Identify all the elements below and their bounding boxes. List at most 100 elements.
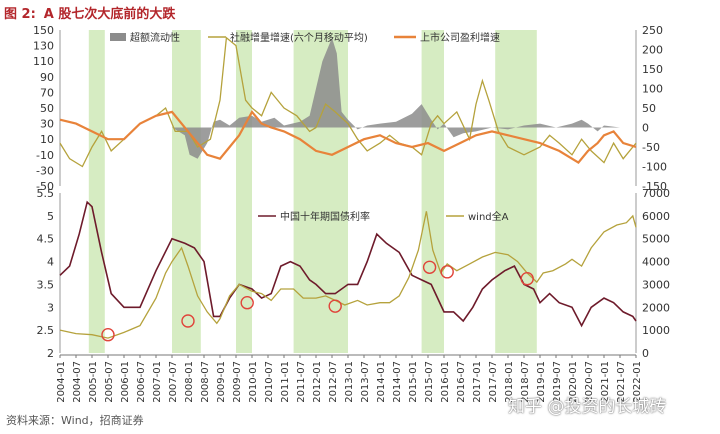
- x-tick-label-35: 2021-07: [616, 361, 627, 403]
- x-tick-label-7: 2007-07: [168, 361, 179, 403]
- top-left-tick-1: -30: [36, 164, 54, 177]
- figure-number: 图 2:: [4, 7, 36, 22]
- series-social-financing-line: [59, 36, 637, 168]
- highlight-band-5: [495, 30, 537, 353]
- bottom-left-tick-7: 5.5: [37, 187, 55, 200]
- bottom-right-tick-3: 3000: [642, 278, 670, 291]
- figure-title-text: A 股七次大底前的大跌: [43, 7, 176, 22]
- x-tick-label-1: 2004-07: [72, 361, 83, 403]
- x-tick-label-3: 2005-07: [104, 361, 115, 403]
- bottom-circles: [101, 260, 534, 342]
- bottom-right-tick-1: 1000: [642, 324, 670, 337]
- bottom-left-tick-2: 3: [47, 301, 54, 314]
- series-profit-growth-line: [59, 109, 637, 165]
- highlight-band-0: [88, 30, 105, 353]
- x-tick-label-19: 2013-07: [360, 361, 371, 403]
- top-left-tick-6: 70: [40, 86, 54, 99]
- source-note: 资料来源：Wind，招商证券: [6, 414, 144, 427]
- x-tick-label-31: 2019-07: [552, 361, 563, 403]
- x-tick-label-14: 2011-01: [280, 361, 291, 403]
- x-tick-label-0: 2004-01: [56, 361, 67, 403]
- bottom-right-tick-2: 2000: [642, 301, 670, 314]
- bottom-right-tick-5: 5000: [642, 233, 670, 246]
- x-tick-label-24: 2016-01: [440, 361, 451, 403]
- highlight-band-2: [236, 30, 252, 353]
- legend-social-financing-label: 社融增量增速(六个月移动平均): [230, 31, 368, 44]
- bottom-left-tick-5: 4.5: [37, 233, 55, 246]
- top-left-tick-8: 110: [33, 55, 54, 68]
- x-tick-label-6: 2007-01: [152, 361, 163, 403]
- watermark: 知乎 @投资的长城砖: [508, 397, 667, 417]
- x-tick-label-12: 2010-01: [248, 361, 259, 403]
- x-tick-label-10: 2009-01: [216, 361, 227, 403]
- bottom-left-tick-6: 5: [47, 210, 54, 223]
- x-tick-label-8: 2008-01: [184, 361, 195, 403]
- series-excess-liquidity-area: [60, 37, 636, 159]
- top-right-tick-0: -150: [642, 180, 667, 193]
- x-tick-label-17: 2012-07: [328, 361, 339, 403]
- x-tick-label-13: 2010-07: [264, 361, 275, 403]
- x-tick-label-30: 2019-01: [536, 361, 547, 403]
- x-tick-label-34: 2021-01: [600, 361, 611, 403]
- x-tick-label-9: 2008-07: [200, 361, 211, 403]
- bottom-left-tick-1: 2.5: [37, 324, 55, 337]
- top-right-tick-8: 250: [642, 24, 663, 37]
- top-left-tick-2: -10: [36, 149, 54, 162]
- x-tick-label-33: 2020-07: [584, 361, 595, 403]
- legend-excess-liquidity-swatch: [110, 33, 126, 41]
- top-left-tick-9: 130: [33, 40, 54, 53]
- bottom-left-tick-3: 3.5: [37, 278, 55, 291]
- top-right-tick-5: 100: [642, 83, 663, 96]
- top-left-tick-3: 10: [40, 133, 54, 146]
- bottom-right-tick-7: 7000: [642, 187, 670, 200]
- x-tick-label-2: 2005-01: [88, 361, 99, 403]
- bottom-right-tick-6: 6000: [642, 210, 670, 223]
- highlight-band-1: [172, 30, 201, 353]
- x-tick-label-36: 2022-01: [632, 361, 643, 403]
- top-right-tick-4: 50: [642, 102, 656, 115]
- bottom-circle-6: [520, 272, 534, 286]
- x-tick-label-28: 2018-01: [504, 361, 515, 403]
- top-right-tick-2: -50: [642, 141, 660, 154]
- x-tick-label-20: 2014-01: [376, 361, 387, 403]
- series-wind-a-line: [59, 211, 637, 339]
- top-left-tick-10: 150: [33, 24, 54, 37]
- bottom-circle-1: [181, 314, 195, 328]
- x-tick-label-15: 2011-07: [296, 361, 307, 403]
- top-right-tick-6: 150: [642, 63, 663, 76]
- legend-bond-yield-label: 中国十年期国债利率: [280, 210, 370, 223]
- x-tick-label-21: 2014-07: [392, 361, 403, 403]
- legend-wind-a-label: wind全A: [468, 210, 509, 223]
- x-tick-label-18: 2013-01: [344, 361, 355, 403]
- x-tick-label-11: 2009-07: [232, 361, 243, 403]
- x-tick-label-32: 2020-01: [568, 361, 579, 403]
- series-bond-yield-line: [59, 200, 637, 328]
- bottom-circle-0: [101, 328, 115, 342]
- bottom-circle-3: [328, 299, 342, 313]
- x-tick-label-25: 2016-07: [456, 361, 467, 403]
- top-panel-axes: -50 -30 -10 10 30 50 70 90 110 130 150 -150 -100 -50 0…: [33, 24, 667, 193]
- x-tick-label-4: 2006-01: [120, 361, 131, 403]
- top-right-tick-7: 200: [642, 44, 663, 57]
- x-tick-label-23: 2015-07: [424, 361, 435, 403]
- bottom-left-tick-0: 2: [47, 347, 54, 360]
- bottom-right-tick-4: 4000: [642, 256, 670, 269]
- x-tick-label-26: 2017-01: [472, 361, 483, 403]
- bottom-circle-5: [440, 265, 454, 279]
- bottom-circle-2: [240, 296, 254, 310]
- bottom-right-tick-0: 0: [642, 347, 649, 360]
- top-left-tick-5: 50: [40, 102, 54, 115]
- top-left-tick-7: 90: [40, 71, 54, 84]
- top-left-tick-4: 30: [40, 118, 54, 131]
- top-panel-series: [59, 36, 637, 168]
- x-tick-label-5: 2006-07: [136, 361, 147, 403]
- bottom-circle-4: [422, 260, 437, 274]
- figure-title: 图 2: A 股七次大底前的大跌: [4, 3, 175, 22]
- bottom-left-tick-4: 4: [47, 256, 54, 269]
- bottom-panel-series: [59, 200, 637, 339]
- legend-profit-growth-label: 上市公司盈利增速: [420, 31, 500, 44]
- highlight-bands: [88, 30, 537, 353]
